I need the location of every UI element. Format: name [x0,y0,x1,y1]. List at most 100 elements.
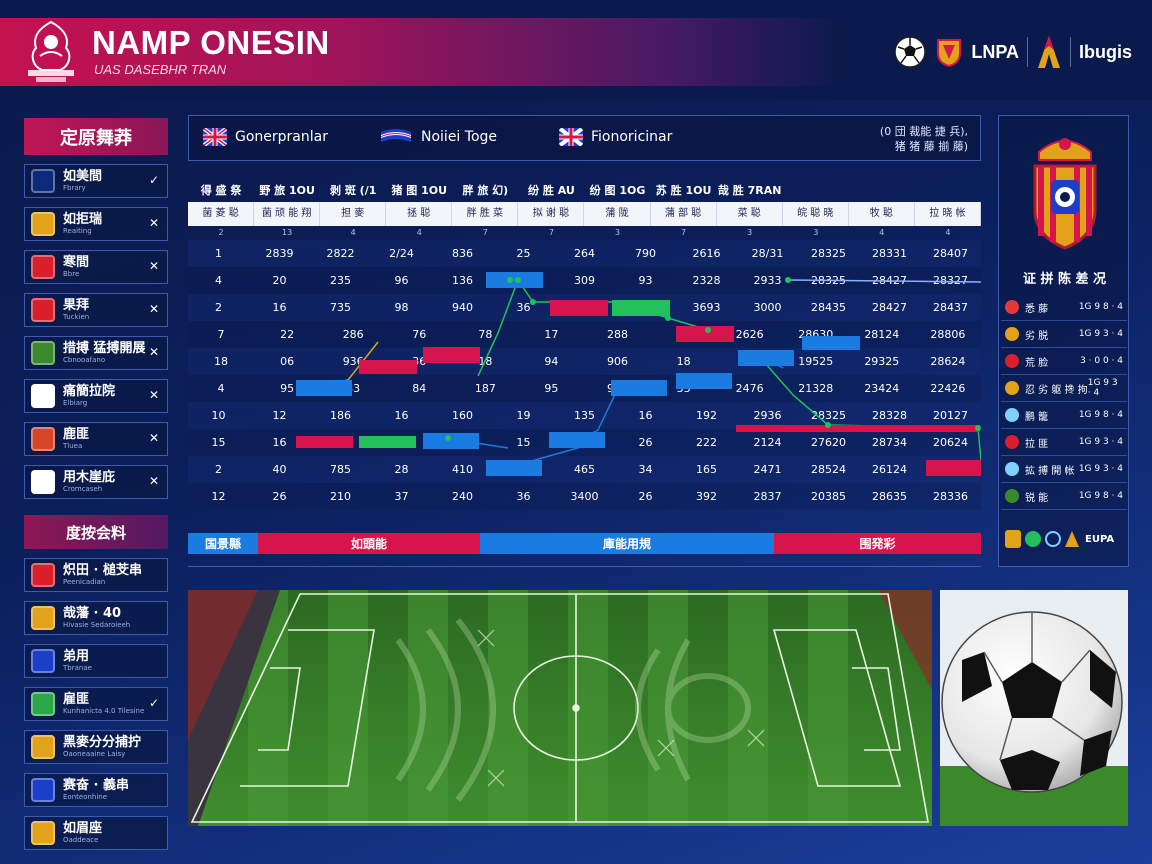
table-cell: 26 [272,490,287,503]
table-cell: 135 [574,409,595,422]
column-header[interactable]: 剥 斑 (/1 [330,184,377,197]
tab-info-line: 猪 猪 藤 揃 藤) [894,140,968,153]
table-cell: 26124 [872,463,907,476]
table-cell: 1 [215,247,222,260]
right-list-item[interactable]: 忍 劣 躯 搀 拘 1G 9 3 · 4 [1001,375,1127,402]
table-cell: 17 [544,328,559,341]
summary-segment[interactable]: 围発彩 [774,533,981,554]
table-row[interactable]: 15 16 06 58 86 15 96 26 222 2124 27620 28734 20624 [188,429,981,456]
team-list-item[interactable]: 措搏 猛搏開展 Cbnooafano ✕ [24,336,168,370]
table-cell: 19 [516,409,531,422]
tab-gonerpranlar[interactable]: Gonerpranlar [203,128,328,146]
table-cell: 785 [330,463,351,476]
column-header[interactable] [849,180,915,202]
team-list-item[interactable]: 鹿匪 Tluea ✕ [24,422,168,456]
right-list-item[interactable]: 劣 脱 1G 9 3 · 4 [1001,321,1127,348]
team-list-item[interactable]: 如眉座 Oaddeace [24,816,168,850]
team-list-item[interactable]: 雇匪 Kunhanicta 4.0 Tilesine ✓ [24,687,168,721]
tab-fionoricinar[interactable]: Fionoricinar [559,128,672,146]
team-list-item[interactable]: 寒間 Bbre ✕ [24,250,168,284]
table-row[interactable]: 1 2839 2822 2/24 836 25 264 790 2616 28/31 28325 28… [188,240,981,267]
team-list-item[interactable]: 赛奋 · 義串 Eonteonhine [24,773,168,807]
right-list-item[interactable]: 拡 搏 開 帐 1G 9 3 · 4 [1001,456,1127,483]
column-header[interactable]: 苏 胜 1OU [655,184,712,197]
table-cell: 28 [394,463,409,476]
match-tabs-bar: Gonerpranlar Noiiei Toge Fionoricinar (0… [188,115,981,161]
right-list-item[interactable]: 悉 藤 1G 9 8 · 4 [1001,294,1127,321]
team-list-item[interactable]: 炽田 · 槌芠串 Peenicadian [24,558,168,592]
column-subheader: 皖 聪 晓 [783,202,849,226]
right-list-item[interactable]: 锐 能 1G 9 8 · 4 [1001,483,1127,510]
team-badge-icon [1005,300,1019,314]
table-cell: 18 [214,355,229,368]
team-list-item[interactable]: 弟用 Tbranae [24,644,168,678]
right-list-item[interactable]: 拉 匪 1G 9 3 · 4 [1001,429,1127,456]
team-crest-icon [31,735,55,759]
close-icon[interactable]: ✕ [148,431,159,445]
table-cell: 2 [215,301,222,314]
table-cell: 2328 [692,274,721,287]
column-subheader: 拟 谢 聪 [518,202,585,226]
table-row[interactable]: 4 20 235 96 136 5 309 93 2328 2933 28325 28427 28327 [188,267,981,294]
checkmark-icon[interactable]: ✓ [148,173,159,187]
team-list-item[interactable]: 哉藩 · 40 Hivasie Sedaroieeh [24,601,168,635]
close-icon[interactable]: ✕ [148,216,159,230]
column-header[interactable]: 纷 胜 AU [528,184,575,197]
table-cell: 28630 [798,328,834,341]
team-list-item[interactable]: 用木崖庇 Cromcaseh ✕ [24,465,168,499]
table-cell: 29325 [864,355,900,368]
close-icon[interactable]: ✕ [148,474,159,488]
table-row[interactable]: 2 40 785 28 410 25 465 34 165 2471 28524 26124 28228 [188,456,981,483]
right-list-item[interactable]: 鹏 籠 1G 9 8 · 4 [1001,402,1127,429]
checkmark-icon[interactable]: ✓ [148,696,159,710]
column-header[interactable] [783,180,849,202]
close-icon[interactable]: ✕ [148,388,159,402]
table-cell: 2616 [692,247,721,260]
table-cell: 2822 [326,247,355,260]
column-header[interactable]: 野 旅 1OU [259,184,315,197]
table-cell: 2936 [753,409,782,422]
right-item-name: 荒 脸 [1025,357,1049,369]
close-icon[interactable]: ✕ [148,259,159,273]
table-cell: 26 [638,490,653,503]
summary-segment[interactable]: 国景縣 [188,533,258,554]
column-header[interactable]: 哉 胜 7RAN [717,184,782,197]
table-cell: 940 [452,301,473,314]
table-row[interactable]: 2 16 735 98 940 36 258 89 3693 3000 28435 28427 2843… [188,294,981,321]
table-cell: 12 [272,409,287,422]
team-text: 寒間 Bbre [63,256,89,278]
team-list-item[interactable]: 黑麥分分捕拧 Oaoneaaine Laisy [24,730,168,764]
right-item-value: 1G 9 3 · 4 [1087,378,1118,398]
table-row[interactable]: 4 95 33 84 187 95 906 33 2476 21328 23424 22426 [188,375,981,402]
table-cell: 36 [412,355,427,368]
team-subtitle: Eonteonhine [63,793,108,801]
table-cell: 25 [516,247,531,260]
table-row[interactable]: 10 12 186 16 160 19 135 16 192 2936 28325 28328 2012… [188,402,981,429]
table-row[interactable]: 12 26 210 37 240 36 3400 26 392 2837 20385 28635 283… [188,483,981,510]
summary-segment[interactable]: 庫能用規 [480,533,774,554]
table-cell: 906 [607,355,628,368]
column-header[interactable] [915,180,981,202]
right-footer-label: EUPA [1085,533,1115,545]
team-crest-icon [31,298,55,322]
team-name: 寒間 [63,255,90,270]
summary-segment[interactable]: 如頭能 [258,533,480,554]
column-header[interactable]: 纷 图 1OG [589,184,646,197]
table-row[interactable]: 18 06 936 36 18 94 906 18 226 19525 29325 28624 [188,348,981,375]
column-subheader: 菜 聪 [717,202,783,226]
tab-noiiei-toge[interactable]: Noiiei Toge [379,128,497,146]
team-list-item[interactable]: 果拜 Tuckien ✕ [24,293,168,327]
team-list-item[interactable]: 痛簡拉院 Elbiarg ✕ [24,379,168,413]
team-list-item[interactable]: 如美間 Fbrary ✓ [24,164,168,198]
close-icon[interactable]: ✕ [148,345,159,359]
column-unit: 4 [945,228,951,237]
close-icon[interactable]: ✕ [148,302,159,316]
table-cell: 5 [520,274,527,287]
column-unit: 4 [879,228,885,237]
column-header[interactable]: 猪 图 1OU [391,184,448,197]
column-header[interactable]: 得 盛 祭 [200,184,242,197]
column-header[interactable]: 胖 旅 幻) [462,184,509,197]
right-list-item[interactable]: 荒 脸 3 · 0 0 · 4 [1001,348,1127,375]
team-list-item[interactable]: 如拒瑞 Reaiting ✕ [24,207,168,241]
table-row[interactable]: 7 22 286 76 78 17 288 16 2626 28630 28124 28806 [188,321,981,348]
